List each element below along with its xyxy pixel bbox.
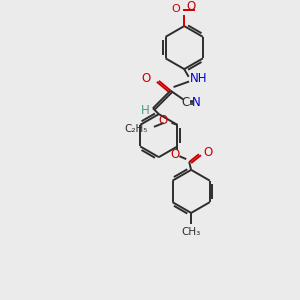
Text: O: O [186, 0, 195, 13]
Text: H: H [141, 104, 149, 117]
Text: O: O [142, 72, 151, 86]
Text: C₂H₅: C₂H₅ [125, 124, 148, 134]
Text: O: O [171, 148, 180, 161]
Text: O: O [158, 115, 168, 128]
Text: C: C [181, 96, 189, 109]
Text: NH: NH [190, 72, 208, 86]
Text: N: N [192, 96, 200, 109]
Text: CH₃: CH₃ [182, 226, 201, 237]
Text: O: O [203, 146, 212, 159]
Text: O: O [172, 4, 180, 14]
